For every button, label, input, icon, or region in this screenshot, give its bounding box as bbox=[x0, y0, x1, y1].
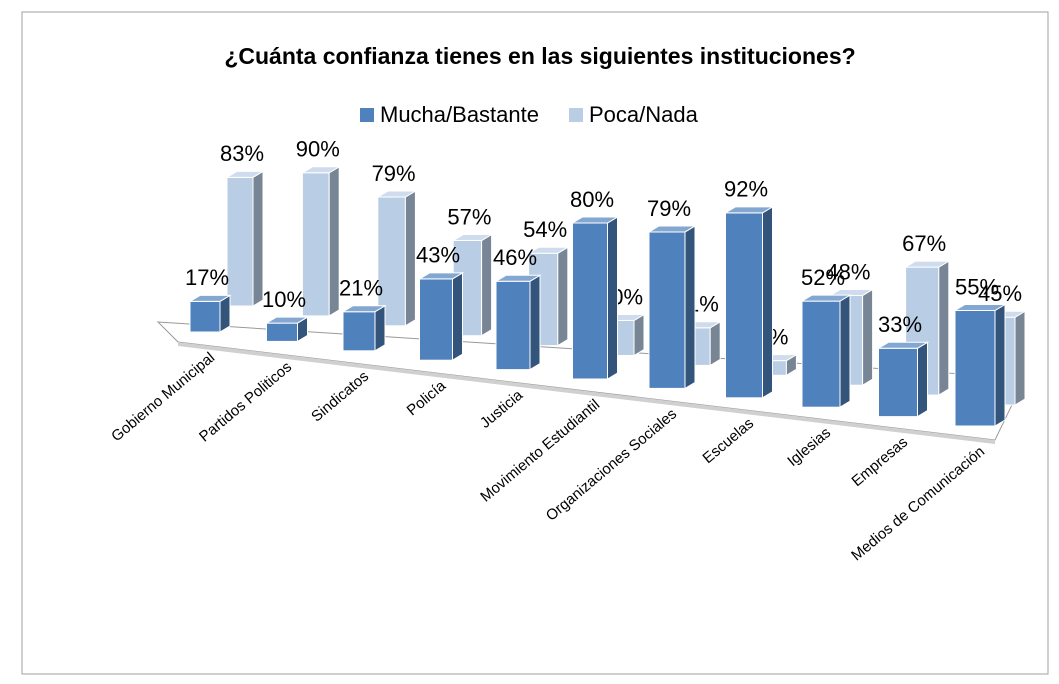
bar bbox=[341, 304, 387, 352]
bar-side bbox=[607, 216, 618, 380]
bar-front bbox=[189, 300, 221, 333]
bar-front bbox=[342, 311, 376, 352]
bar-side bbox=[862, 288, 874, 387]
bar-side bbox=[709, 320, 721, 367]
bar-front bbox=[226, 176, 254, 307]
bar-front bbox=[648, 231, 686, 389]
bar bbox=[723, 205, 775, 399]
bar bbox=[188, 294, 232, 333]
bar bbox=[800, 294, 852, 409]
data-label: 17% bbox=[185, 265, 229, 290]
bar bbox=[876, 341, 930, 418]
legend-swatch bbox=[360, 108, 374, 122]
data-label: 67% bbox=[902, 231, 946, 256]
bar bbox=[300, 165, 342, 317]
bar-front bbox=[801, 300, 841, 408]
data-label: 79% bbox=[372, 161, 416, 186]
bar-top bbox=[876, 341, 930, 349]
data-label: 54% bbox=[523, 217, 567, 242]
data-label: 57% bbox=[447, 204, 491, 229]
bar-front bbox=[266, 322, 298, 342]
data-label: 48% bbox=[826, 259, 870, 284]
data-label: 46% bbox=[493, 245, 537, 270]
bar bbox=[570, 216, 620, 380]
data-label: 55% bbox=[955, 274, 999, 299]
bar-side bbox=[633, 313, 645, 357]
bar-top bbox=[494, 274, 542, 282]
bar-top bbox=[341, 305, 387, 313]
legend-label: Poca/Nada bbox=[589, 102, 699, 127]
bar-top bbox=[953, 304, 1007, 311]
data-label: 33% bbox=[878, 312, 922, 337]
bar-top bbox=[800, 294, 852, 302]
bar-top bbox=[903, 260, 951, 268]
bar-front bbox=[301, 172, 330, 317]
bar-top bbox=[451, 234, 494, 242]
bar bbox=[953, 303, 1007, 427]
bar-top bbox=[723, 206, 775, 214]
bar bbox=[494, 274, 542, 371]
bar-side bbox=[684, 225, 696, 390]
bar-side bbox=[374, 304, 386, 352]
data-label: 45% bbox=[978, 281, 1022, 306]
bar-side bbox=[252, 170, 264, 307]
bar-top bbox=[570, 216, 620, 224]
bar-side bbox=[762, 205, 773, 399]
data-label: 52% bbox=[801, 265, 845, 290]
data-label: 83% bbox=[220, 141, 264, 166]
data-label: 92% bbox=[724, 177, 768, 202]
bar-top bbox=[828, 288, 875, 296]
bar-side bbox=[1014, 310, 1026, 406]
data-label: 90% bbox=[296, 137, 340, 162]
bar-side bbox=[404, 190, 416, 327]
bar-side bbox=[529, 274, 541, 371]
bar-side bbox=[917, 341, 928, 418]
bar bbox=[375, 190, 418, 327]
bar-side bbox=[557, 246, 569, 347]
bar-side bbox=[328, 165, 340, 317]
bar bbox=[647, 225, 697, 390]
data-label: 21% bbox=[339, 276, 383, 301]
bar-front bbox=[495, 280, 531, 371]
bar-top bbox=[264, 316, 310, 324]
data-label: 43% bbox=[416, 243, 460, 268]
bar bbox=[417, 272, 465, 362]
bar-front bbox=[878, 347, 918, 418]
bar-side bbox=[481, 233, 493, 337]
data-label: 10% bbox=[262, 287, 306, 312]
bar-top bbox=[526, 246, 570, 254]
bar bbox=[264, 316, 310, 343]
bar-side bbox=[994, 303, 1006, 427]
chart-title: ¿Cuánta confianza tienes en las siguient… bbox=[224, 43, 855, 69]
bar-front bbox=[954, 310, 996, 427]
bar-front bbox=[725, 212, 763, 399]
bar-side bbox=[452, 272, 463, 362]
legend-label: Mucha/Bastante bbox=[380, 102, 539, 127]
bar-side bbox=[839, 294, 851, 409]
bar-top bbox=[647, 225, 697, 233]
data-label: 79% bbox=[647, 196, 691, 221]
bar-front bbox=[419, 278, 453, 361]
data-label: 80% bbox=[570, 187, 614, 212]
bar-top bbox=[300, 166, 342, 174]
legend-swatch bbox=[568, 108, 583, 122]
bar-top bbox=[375, 190, 418, 198]
bar bbox=[225, 170, 265, 307]
bar-top bbox=[225, 170, 265, 178]
bar-side bbox=[938, 260, 950, 396]
floor-edge bbox=[178, 342, 995, 444]
bar-front bbox=[572, 222, 608, 380]
bar-top bbox=[417, 272, 465, 280]
bar-top bbox=[188, 294, 232, 302]
